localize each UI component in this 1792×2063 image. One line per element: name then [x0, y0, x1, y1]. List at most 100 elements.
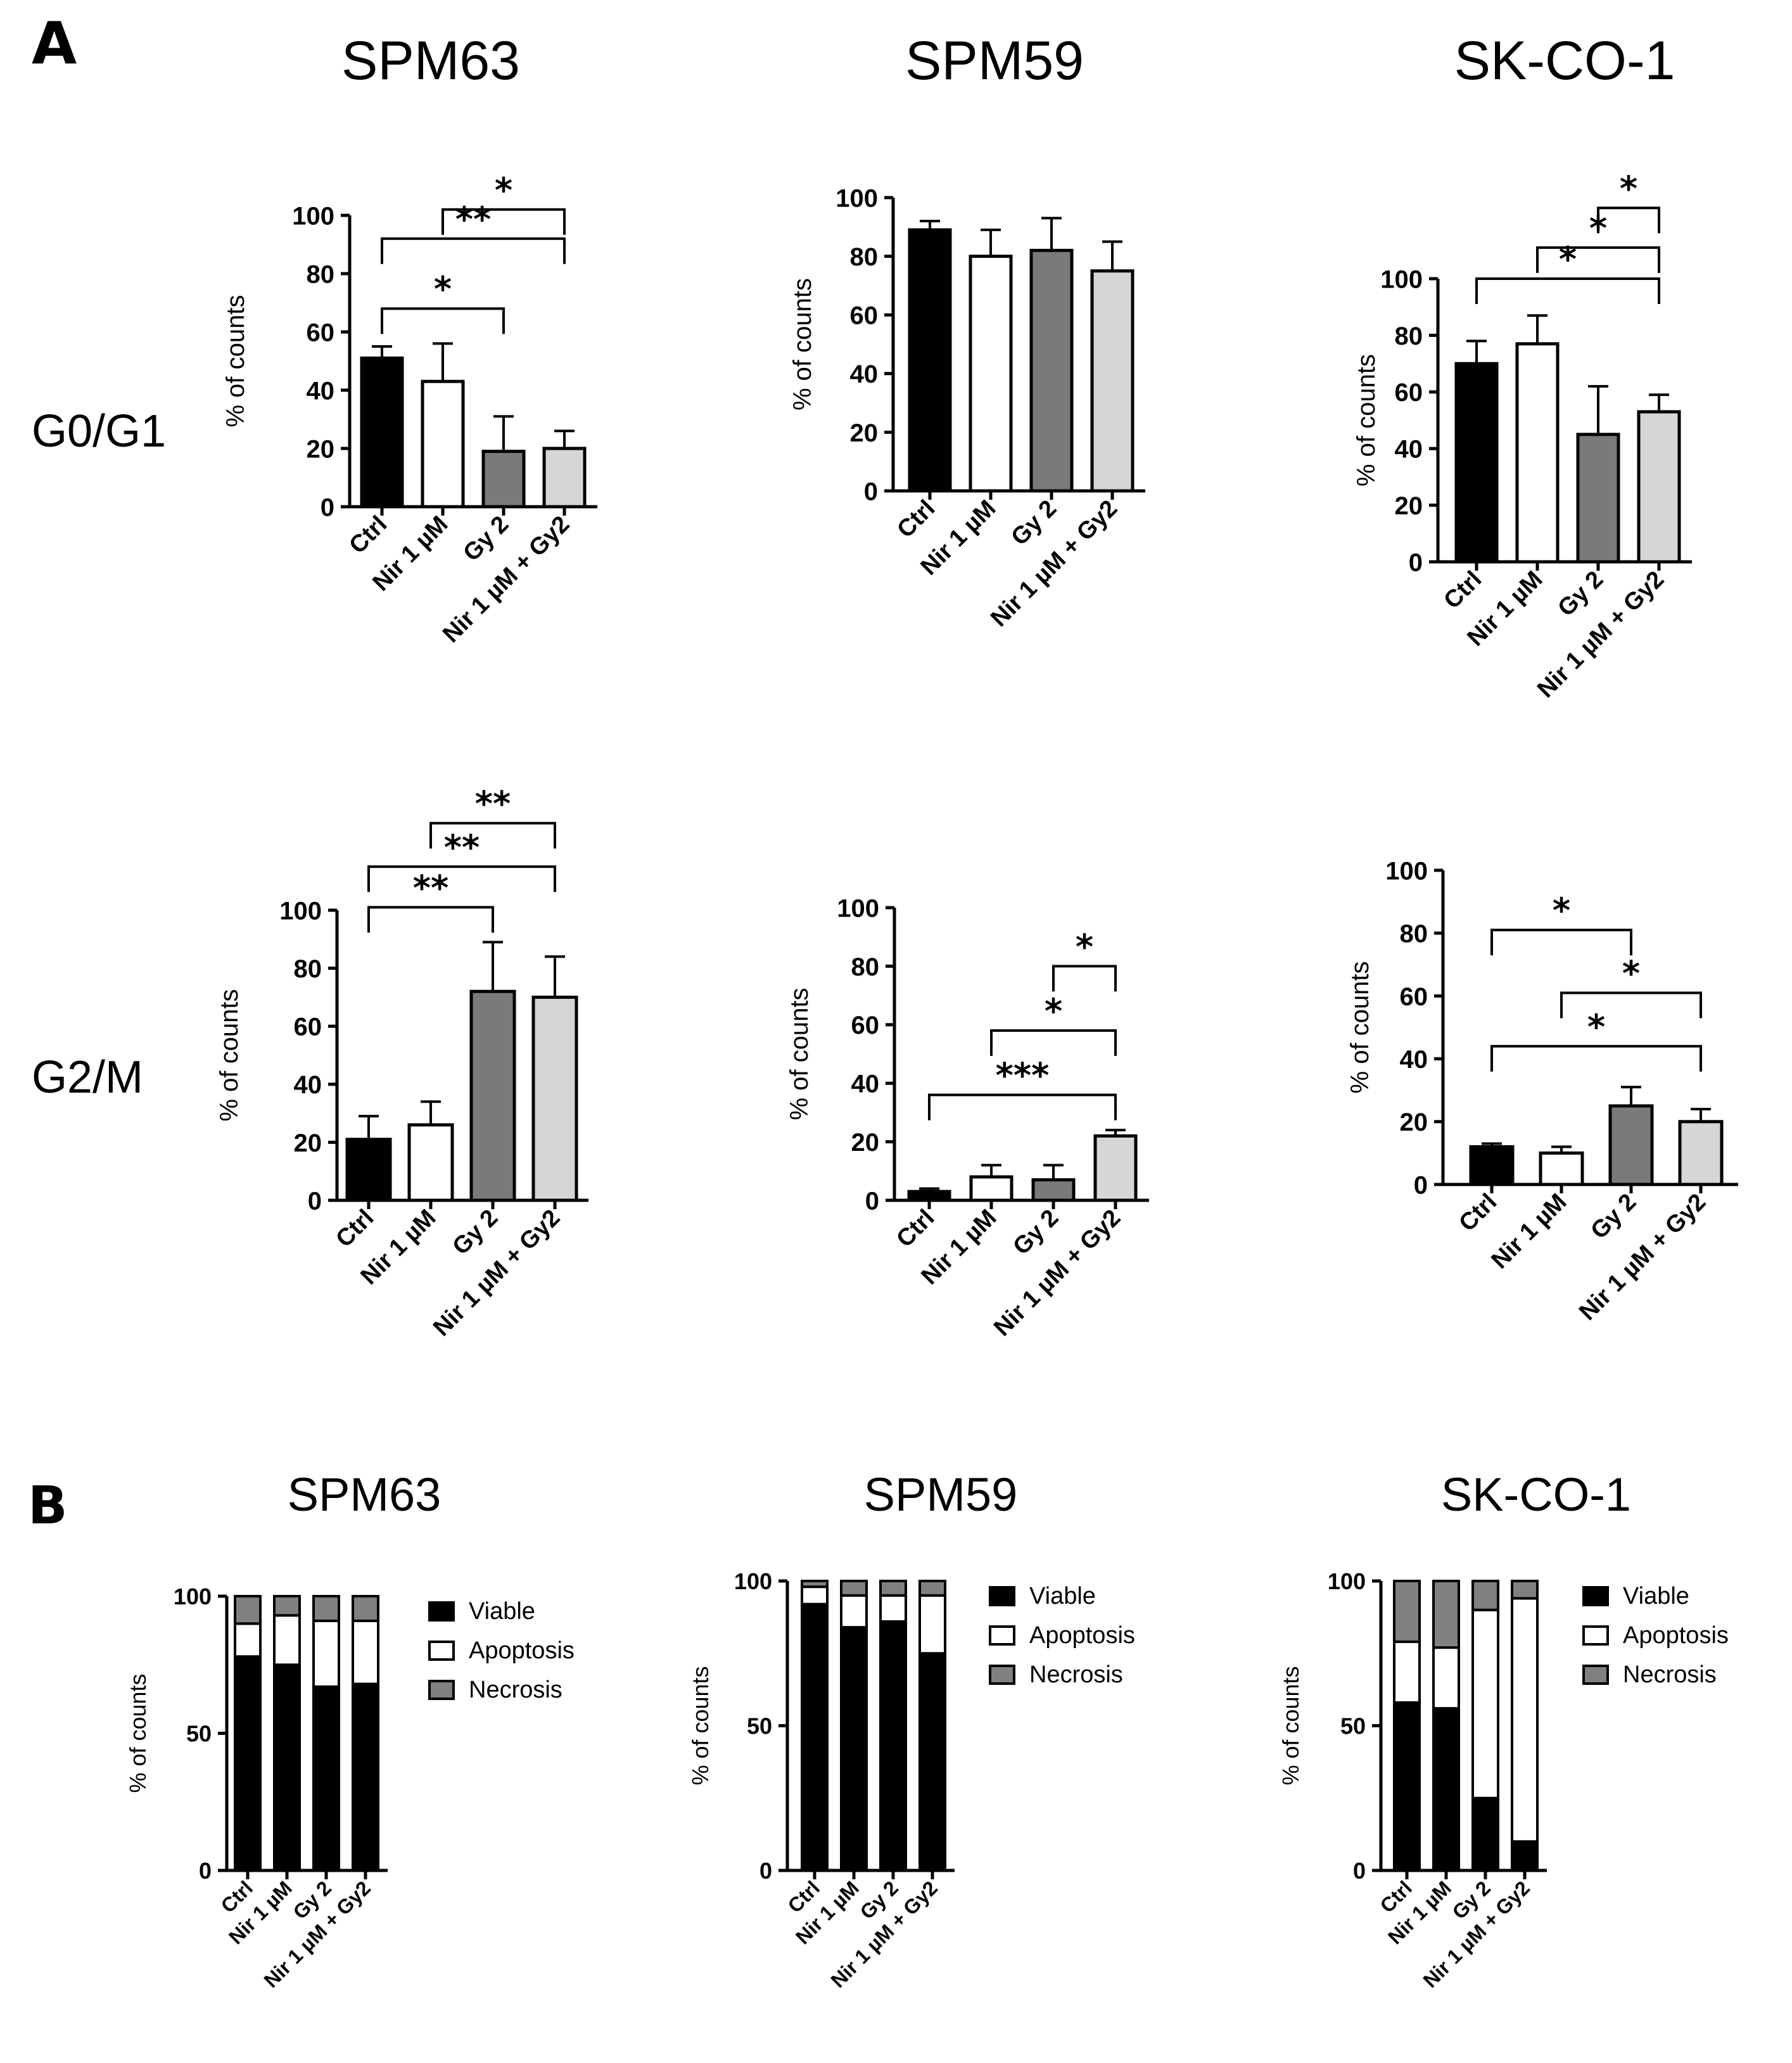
legend-label-apoptosis: Apoptosis — [469, 1637, 575, 1664]
bar-ctrl — [360, 356, 404, 509]
significance-label: * — [1620, 168, 1637, 208]
panel-b-label: B — [28, 1476, 68, 1536]
bar-combo — [531, 995, 578, 1202]
stack-apoptosis — [1393, 1640, 1421, 1704]
y-tick-label: 100 — [836, 184, 878, 212]
y-tick-label: 60 — [1400, 983, 1428, 1011]
significance-bracket — [367, 906, 494, 933]
y-tick-label: 0 — [759, 1858, 772, 1884]
y-tick-label: 100 — [292, 202, 334, 230]
significance-label: * — [1587, 1007, 1605, 1047]
y-tick-label: 100 — [1328, 1568, 1366, 1594]
chart-title: SK-CO-1 — [1454, 30, 1675, 91]
y-tick-label: 0 — [865, 1187, 879, 1215]
charts-layer: SPM63 0 20 40 60 80 100 % of counts Ctrl Nir 1 µM… — [125, 30, 1738, 1992]
y-tick-label: 40 — [851, 1070, 880, 1098]
y-tick-label: 60 — [294, 1013, 322, 1041]
significance-label: ** — [413, 868, 448, 908]
stack-necrosis — [234, 1595, 262, 1625]
bar-gy2 — [1029, 248, 1074, 493]
significance-bracket — [1597, 206, 1660, 234]
stack-necrosis — [1511, 1580, 1539, 1600]
y-axis-label: % of counts — [785, 987, 813, 1120]
stack-viable — [1511, 1840, 1539, 1872]
x-tick-label: Gy 2 — [1008, 1205, 1064, 1260]
stack-necrosis — [879, 1580, 907, 1597]
significance-label: * — [1622, 953, 1640, 993]
chart-title: SK-CO-1 — [1441, 1468, 1631, 1521]
legend-label-viable: Viable — [1623, 1583, 1689, 1609]
y-tick-label: 80 — [1395, 322, 1423, 350]
x-tick-label: Ctrl — [331, 1205, 379, 1253]
y-tick-label: 0 — [1353, 1858, 1366, 1884]
bar-nir — [1539, 1151, 1584, 1186]
stack-viable — [312, 1685, 340, 1872]
y-tick-label: 100 — [734, 1568, 772, 1594]
stack-apoptosis — [918, 1594, 946, 1655]
y-axis-label: % of counts — [789, 278, 817, 410]
stack-viable — [801, 1603, 829, 1872]
y-tick-label: 80 — [307, 260, 335, 288]
bar-nir — [421, 379, 465, 509]
significance-bracket — [1490, 1044, 1702, 1072]
y-axis-label: % of counts — [1352, 354, 1380, 486]
y-tick-label: 20 — [307, 435, 335, 463]
stack-viable — [234, 1655, 262, 1872]
y-tick-label: 100 — [174, 1584, 212, 1609]
stack-viable — [273, 1663, 301, 1872]
bar-nir — [1515, 342, 1560, 564]
y-axis-label: % of counts — [1346, 961, 1374, 1093]
y-axis-label: % of counts — [125, 1673, 151, 1793]
stack-viable — [1471, 1796, 1499, 1872]
significance-label: * — [1045, 991, 1062, 1031]
stack-apoptosis — [801, 1585, 829, 1606]
chart-title: SPM63 — [341, 30, 520, 91]
y-tick-label: 80 — [851, 953, 880, 981]
bar-gy2 — [481, 450, 526, 509]
stack-apoptosis — [1511, 1597, 1539, 1843]
significance-bracket — [381, 237, 566, 264]
x-tick-label: Nir 1 µM — [1487, 1189, 1572, 1274]
y-axis-label: % of counts — [1278, 1666, 1304, 1785]
stack-apoptosis — [879, 1594, 907, 1623]
legend-swatch-necrosis — [1582, 1665, 1609, 1685]
legend-label-necrosis: Necrosis — [1623, 1661, 1717, 1688]
significance-bracket — [1490, 929, 1632, 956]
chart-title: SPM59 — [864, 1468, 1018, 1521]
row-label-g0g1: G0/G1 — [32, 406, 166, 457]
bar-combo — [1093, 1134, 1138, 1202]
y-tick-label: 80 — [1400, 920, 1428, 948]
stack-apoptosis — [1471, 1608, 1499, 1800]
panel-a-label: A — [32, 10, 77, 77]
stack-necrosis — [801, 1580, 829, 1589]
legend-label-necrosis: Necrosis — [469, 1677, 562, 1703]
significance-bracket — [1052, 965, 1117, 992]
row-label-g2m: G2/M — [32, 1052, 143, 1103]
y-tick-label: 60 — [307, 319, 335, 346]
legend-label-viable: Viable — [469, 1598, 535, 1625]
x-tick-label: Ctrl — [891, 1205, 939, 1253]
stack-necrosis — [273, 1595, 301, 1617]
y-tick-label: 40 — [307, 377, 335, 405]
significance-label: * — [434, 269, 452, 309]
stack-necrosis — [312, 1595, 340, 1622]
stack-necrosis — [352, 1595, 379, 1622]
y-tick-label: 20 — [294, 1129, 322, 1157]
bar-nir — [407, 1123, 454, 1202]
stack-viable — [840, 1626, 868, 1872]
significance-label: ** — [475, 784, 511, 824]
stack-viable — [352, 1682, 379, 1872]
significance-label: * — [1076, 927, 1093, 967]
bar-combo — [1678, 1120, 1724, 1186]
y-tick-label: 80 — [294, 955, 322, 983]
y-tick-label: 100 — [837, 894, 879, 922]
x-tick-label: Nir 1 µM + Gy2 — [1574, 1189, 1711, 1326]
y-tick-label: 60 — [851, 1012, 880, 1039]
stack-apoptosis — [273, 1614, 301, 1666]
bar-nir — [969, 255, 1013, 493]
